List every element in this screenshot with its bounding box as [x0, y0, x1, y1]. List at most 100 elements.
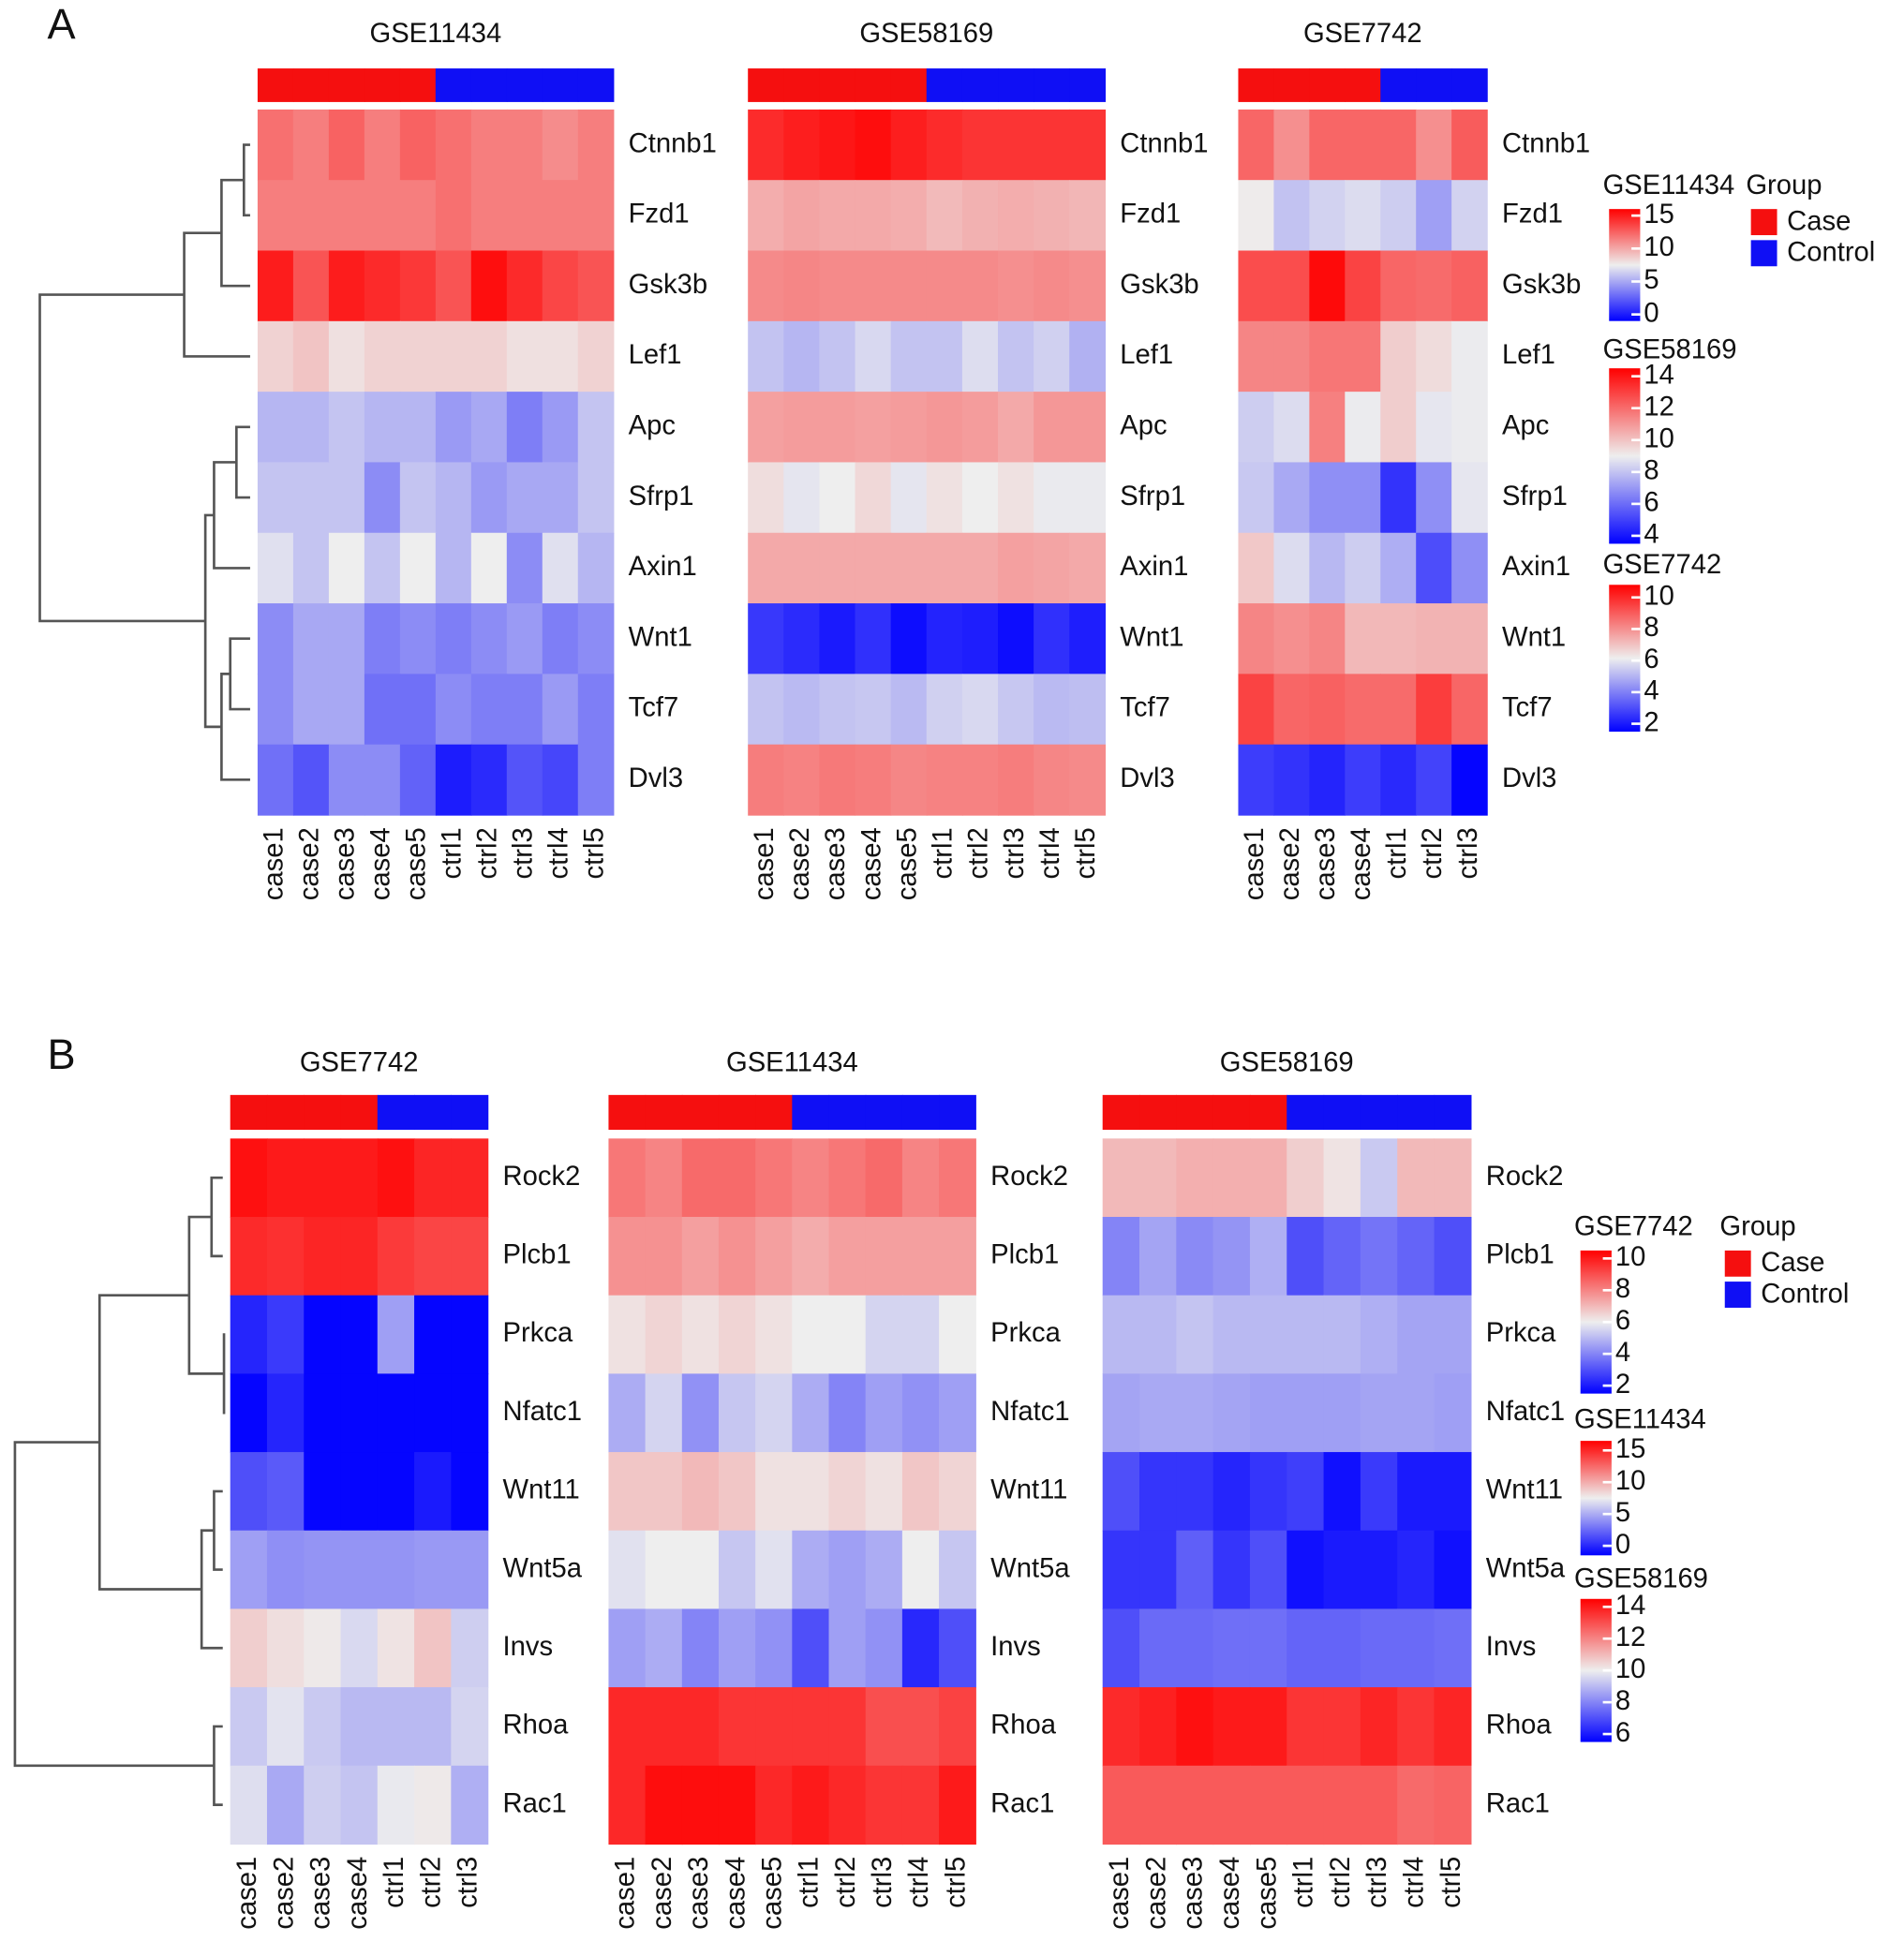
heatmap-cell	[257, 180, 294, 252]
heatmap-cell	[890, 462, 928, 534]
column-label: ctrl1	[379, 1857, 409, 1908]
heatmap-cell	[819, 462, 856, 534]
heatmap-cell	[399, 532, 437, 604]
group-bar-cell	[266, 1094, 305, 1131]
heatmap-cell	[1176, 1295, 1214, 1375]
group-bar-cell	[718, 1094, 756, 1131]
heatmap-cell	[890, 250, 928, 322]
heatmap-cell	[890, 744, 928, 816]
heatmap-cell	[1034, 392, 1070, 464]
heatmap-cell	[304, 1530, 342, 1610]
heatmap-cell	[783, 180, 821, 252]
heatmap-cell	[364, 392, 401, 464]
heatmap-cell	[1212, 1687, 1251, 1767]
heatmap-cell	[542, 674, 579, 746]
heatmap-cell	[304, 1452, 342, 1532]
heatmap-cell	[718, 1608, 756, 1688]
colorbar-title: GSE11434	[1603, 170, 1735, 200]
heatmap-cell	[435, 250, 472, 322]
heatmap-cell	[1249, 1295, 1287, 1375]
heatmap-cell	[890, 674, 928, 746]
row-label: Prkca	[990, 1318, 1061, 1348]
dendrogram-branch	[235, 425, 250, 499]
heatmap-cell	[304, 1373, 342, 1453]
row-label: Dvl3	[1502, 763, 1556, 793]
heatmap-cell	[1069, 250, 1107, 322]
dendrogram-branch	[229, 637, 250, 711]
heatmap-cell	[681, 1530, 720, 1610]
heatmap-cell	[577, 603, 615, 675]
heatmap-cell	[542, 392, 579, 464]
panel-label: A	[47, 0, 76, 48]
heatmap-cell	[1212, 1608, 1251, 1688]
group-legend-title: Group	[1719, 1212, 1795, 1242]
dendrogram-branch	[220, 178, 250, 288]
heatmap-cell	[1434, 1452, 1472, 1532]
heatmap-cell	[266, 1217, 305, 1297]
row-label: Invs	[503, 1632, 554, 1662]
heatmap-cell	[792, 1217, 830, 1297]
heatmap-cell	[470, 744, 508, 816]
row-label: Dvl3	[1120, 763, 1174, 793]
heatmap-cell	[855, 674, 892, 746]
heatmap-cell	[364, 250, 401, 322]
heatmap-cell	[608, 1687, 647, 1767]
heatmap-cell	[1380, 180, 1417, 252]
column-label: ctrl5	[941, 1857, 971, 1908]
heatmap-cell	[865, 1217, 903, 1297]
heatmap-cell	[901, 1217, 940, 1297]
heatmap-cell	[755, 1295, 794, 1375]
heatmap-cell	[1212, 1217, 1251, 1297]
heatmap-cell	[890, 180, 928, 252]
heatmap-cell	[855, 392, 892, 464]
heatmap-cell	[828, 1530, 867, 1610]
heatmap-cell	[1273, 603, 1311, 675]
group-bar-cell	[1212, 1094, 1251, 1131]
colorbar-tick-label: 6	[1644, 488, 1659, 518]
heatmap-cell	[435, 462, 472, 534]
heatmap-cell	[645, 1373, 683, 1453]
heatmap-cell	[542, 744, 579, 816]
heatmap-cell	[1345, 603, 1381, 675]
heatmap-cell	[377, 1530, 415, 1610]
heatmap-cell	[1034, 603, 1070, 675]
column-label: ctrl3	[1453, 827, 1483, 879]
heatmap-cell	[1416, 674, 1452, 746]
heatmap-cell	[1034, 250, 1070, 322]
row-label: Gsk3b	[1120, 270, 1198, 300]
row-label: Axin1	[1120, 552, 1188, 582]
column-label: case3	[684, 1857, 714, 1930]
heatmap-cell	[1309, 109, 1346, 181]
colorbar	[1609, 585, 1641, 733]
column-label: ctrl3	[1362, 1857, 1392, 1908]
heatmap-cell	[783, 744, 821, 816]
column-label: ctrl2	[1418, 827, 1448, 879]
heatmap-cell	[1345, 392, 1381, 464]
heatmap-cell	[1451, 603, 1488, 675]
heatmap-cell	[1249, 1687, 1287, 1767]
heatmap-cell	[1397, 1295, 1435, 1375]
heatmap-cell	[435, 109, 472, 181]
heatmap-cell	[1416, 603, 1452, 675]
heatmap-cell	[939, 1217, 976, 1297]
heatmap-cell	[257, 109, 294, 181]
heatmap-cell	[1273, 320, 1311, 393]
heatmap-cell	[1360, 1373, 1398, 1453]
column-label: ctrl1	[929, 827, 959, 879]
heatmap-cell	[257, 320, 294, 393]
heatmap-cell	[230, 1530, 268, 1610]
heatmap-cell	[783, 109, 821, 181]
heatmap-cell	[855, 320, 892, 393]
row-label: Fzd1	[1120, 200, 1181, 230]
heatmap-cell	[1345, 674, 1381, 746]
heatmap-cell	[1323, 1295, 1361, 1375]
heatmap-cell	[718, 1687, 756, 1767]
heatmap-title: GSE11434	[726, 1047, 858, 1077]
heatmap-cell	[340, 1452, 379, 1532]
heatmap-cell	[865, 1687, 903, 1767]
heatmap-cell	[1287, 1295, 1325, 1375]
heatmap-cell	[340, 1765, 379, 1845]
heatmap-cell	[266, 1765, 305, 1845]
group-bar-cell	[1434, 1094, 1472, 1131]
heatmap-cell	[755, 1217, 794, 1297]
